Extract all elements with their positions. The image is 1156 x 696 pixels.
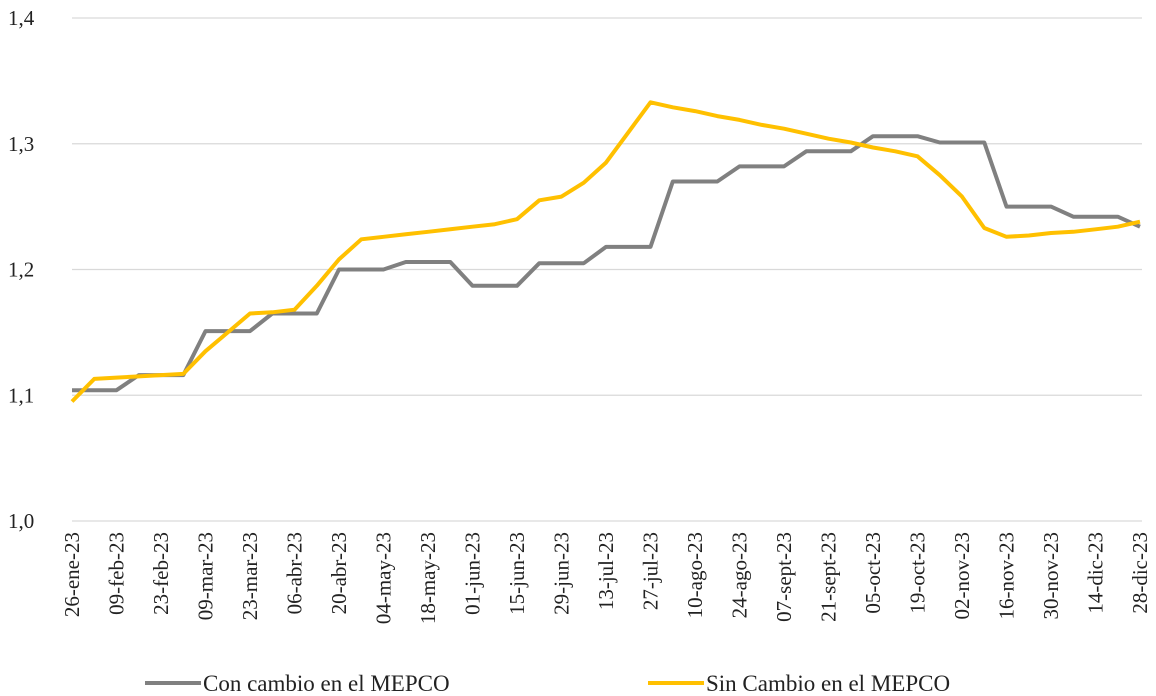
x-tick-label: 23-feb-23 (149, 532, 173, 615)
y-tick-label: 1,4 (8, 6, 35, 30)
x-tick-label: 14-dic-23 (1084, 532, 1108, 614)
x-tick-label: 09-feb-23 (105, 532, 129, 615)
x-tick-label: 04-may-23 (372, 532, 396, 624)
legend-label: Sin Cambio en el MEPCO (706, 671, 950, 696)
line-series (70, 100, 1141, 403)
y-tick-label: 1,1 (8, 383, 34, 407)
x-tick-label: 01-jun-23 (461, 532, 485, 615)
x-tick-label: 06-abr-23 (283, 532, 307, 614)
x-tick-label: 18-may-23 (416, 532, 440, 624)
x-tick-label: 05-oct-23 (861, 532, 885, 614)
x-tick-label: 26-ene-23 (60, 532, 84, 617)
x-tick-label: 21-sept-23 (817, 532, 841, 622)
x-tick-label: 02-nov-23 (950, 532, 974, 620)
y-tick-label: 1,2 (8, 258, 34, 282)
x-tick-label: 23-mar-23 (238, 532, 262, 620)
x-tick-label: 13-jul-23 (594, 532, 618, 610)
x-tick-label: 29-jun-23 (550, 532, 574, 615)
legend-label: Con cambio en el MEPCO (203, 671, 450, 696)
x-tick-label: 07-sept-23 (772, 532, 796, 622)
x-tick-label: 24-ago-23 (728, 532, 752, 618)
x-tick-label: 30-nov-23 (1039, 532, 1063, 620)
x-tick-label: 09-mar-23 (194, 532, 218, 620)
x-tick-label: 19-oct-23 (906, 532, 930, 614)
x-tick-label: 15-jun-23 (505, 532, 529, 615)
y-tick-label: 1,3 (8, 132, 34, 156)
x-tick-label: 28-dic-23 (1128, 532, 1152, 614)
y-tick-label: 1,0 (8, 509, 34, 533)
x-tick-label: 20-abr-23 (327, 532, 351, 614)
x-tick-label: 16-nov-23 (995, 532, 1019, 620)
x-tick-label: 10-ago-23 (683, 532, 707, 618)
line-series (72, 134, 1141, 393)
x-tick-label: 27-jul-23 (639, 532, 663, 610)
